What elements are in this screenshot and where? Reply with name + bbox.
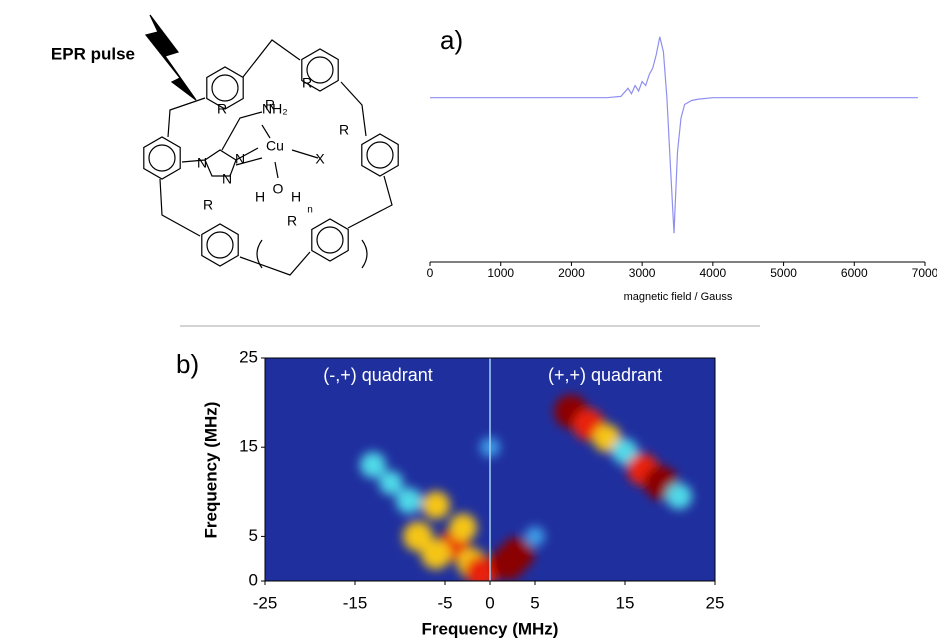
peak [422,491,450,520]
benzene-ring [361,133,399,177]
peak [525,526,545,547]
x-tick-label: -15 [343,593,368,612]
linker [340,81,367,137]
x-axis-label: Frequency (MHz) [422,619,559,638]
y-tick-label: 0 [249,570,258,589]
peak [465,556,497,581]
x-tick-label: -5 [437,593,452,612]
peak [396,487,422,514]
ring-circle [366,141,394,169]
ring-circle [148,144,176,172]
benzene-ring [143,136,181,180]
benzene-ring [311,218,349,262]
atom-label: R [302,75,312,91]
atom-label: N [197,155,207,171]
bonds [181,111,319,179]
benzene-ring [201,223,239,267]
atom-label: NH₂ [262,101,288,117]
atom-label: N [222,171,232,187]
x-tick-label: 0 [485,593,494,612]
peak [360,452,386,479]
x-tick-label: 15 [616,593,635,612]
linker [159,178,201,237]
triazole [204,149,237,177]
peak [379,470,403,495]
x-tick-label: 5 [530,593,539,612]
panel-label: b) [176,349,199,379]
peak [612,438,638,465]
benzene-ring [206,66,244,110]
x-tick-label: 7000 [912,266,937,280]
atom-label: R [265,97,275,113]
lightning-bolt [144,14,197,101]
x-tick-label: -25 [253,593,278,612]
x-tick-label: 6000 [841,266,868,280]
brackets [256,239,368,269]
ring-circle [206,231,234,259]
peak [666,483,692,510]
atom-label: R [203,197,213,213]
atom-label: R [217,101,227,117]
atom-label: R [339,122,349,138]
atom-label: X [315,151,325,167]
y-tick-label: 5 [249,526,258,545]
x-tick-label: 0 [427,266,434,280]
y-tick-label: 25 [239,347,258,366]
annotation: (-,+) quadrant [323,365,433,385]
atom-label: n [307,205,313,216]
linker [167,97,206,138]
atom-label: N [235,151,245,167]
peak [449,513,477,542]
x-tick-label: 5000 [770,266,797,280]
annotation: (+,+) quadrant [548,365,662,385]
atom-label: H [291,189,301,205]
ring-circle [316,226,344,254]
x-tick-label: 1000 [487,266,514,280]
chemical-structure [143,14,399,276]
panel-label: a) [440,25,463,55]
contour-plot [265,358,715,581]
ring-circle [211,74,239,102]
x-tick-label: 3000 [629,266,656,280]
linker [239,251,311,276]
atom-label: H [255,189,265,205]
atom-label: O [273,181,284,197]
linker [347,175,393,229]
pulse-label: EPR pulse [51,44,135,63]
atom-label: R [287,213,297,229]
y-axis-label: Frequency (MHz) [201,402,220,539]
x-tick-label: 4000 [700,266,727,280]
x-tick-label: 2000 [558,266,585,280]
peaks [360,394,692,581]
atom-label: Cu [266,138,284,154]
spectrum-line [430,36,918,234]
peak [421,539,451,570]
x-axis-label: magnetic field / Gauss [624,291,733,303]
benzene-ring [301,48,339,92]
ring-circle [306,56,334,84]
linker [242,39,301,78]
peak [500,537,534,572]
y-tick-label: 15 [239,437,258,456]
x-tick-label: 25 [706,593,725,612]
